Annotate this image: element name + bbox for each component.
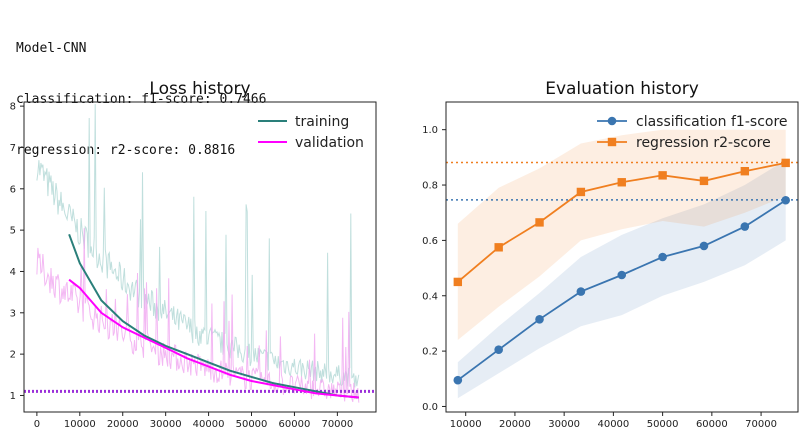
regression-r2-score-point — [617, 178, 626, 187]
validation_raw-line — [36, 228, 360, 403]
classification-f1-score-legend-label: classification f1-score — [636, 114, 788, 130]
regression-r2-score-point — [658, 171, 667, 180]
eval-x-tick-label: 50000 — [647, 419, 679, 430]
eval-x-tick-label: 10000 — [450, 419, 482, 430]
classification-f1-score-point — [453, 375, 463, 385]
classification-f1-score-point — [576, 287, 586, 296]
eval-x-tick-label: 30000 — [548, 419, 580, 430]
evaluation-history-chart: 10000 20000 30000 40000 50000 60000 70000 0.0 0.… — [422, 79, 799, 430]
regression-r2-score-legend-marker — [607, 137, 617, 147]
regression-r2-score-point — [781, 158, 790, 168]
loss-chart-title: Loss history — [149, 79, 250, 99]
eval-plot-area — [446, 129, 798, 399]
regression-score: regression: r2-score: 0.8816 — [16, 143, 236, 158]
classification-f1-score-point — [699, 241, 709, 251]
loss-y-tick-label: 8 — [10, 102, 16, 113]
regression-r2-score-point — [535, 218, 544, 227]
loss-x-tick-label: 50000 — [236, 419, 268, 430]
eval-chart-title: Evaluation history — [545, 79, 699, 99]
eval-x-tick-label: 70000 — [745, 419, 777, 430]
training-legend-label: training — [295, 114, 349, 130]
model-name: Model-CNN — [16, 41, 87, 56]
classification-f1-score-point — [781, 195, 790, 205]
loss-history-chart: 0 10000 20000 30000 40000 50000 60000 70000 1 2 3 4… — [10, 79, 377, 430]
loss-plot-area — [24, 104, 376, 403]
regression-r2-score-legend-label: regression r2-score — [636, 135, 771, 151]
eval-y-tick-label: 0.4 — [422, 291, 438, 302]
loss-x-tick-label: 30000 — [150, 419, 182, 430]
eval-axes-frame — [445, 101, 799, 413]
eval-y-tick-label: 1.0 — [422, 125, 438, 136]
classification-f1-score-point — [740, 222, 750, 231]
loss-x-tick-label: 60000 — [279, 419, 311, 430]
classification-f1-score-point — [658, 252, 667, 262]
classification-f1-score-point — [617, 270, 627, 280]
loss-y-tick-label: 2 — [10, 350, 16, 361]
eval-x-tick-label: 60000 — [696, 419, 728, 430]
regression-r2-score-point — [494, 243, 503, 252]
regression-r2-score-point — [699, 176, 709, 186]
loss-x-tick-label: 40000 — [193, 419, 225, 430]
results-header: Model-CNN classification: f1-score: 0.74… — [16, 6, 266, 176]
classification-f1-score-point — [494, 345, 503, 355]
classification-f1-score-legend-marker — [607, 116, 617, 126]
regression-r2-score-point — [576, 187, 586, 197]
classification-f1-score-point — [535, 314, 544, 324]
eval-x-tick-label: 40000 — [597, 419, 629, 430]
validation-series-line — [68, 278, 359, 399]
loss-x-tick-label: 10000 — [64, 419, 96, 430]
eval-y-tick-label: 0.8 — [422, 181, 438, 192]
eval-y-tick-label: 0.2 — [422, 347, 438, 358]
loss-y-tick-label: 7 — [10, 143, 16, 154]
classification-score: classification: f1-score: 0.7466 — [16, 92, 267, 107]
loss-y-tick-label: 5 — [10, 226, 16, 237]
eval-y-tick-label: 0.0 — [422, 402, 438, 413]
eval-x-tick-label: 20000 — [499, 419, 531, 430]
regression-r2-score-point — [740, 166, 750, 176]
loss-x-tick-label: 70000 — [321, 419, 353, 430]
training_raw-line — [36, 104, 360, 388]
loss-x-tick-label: 0 — [34, 419, 40, 430]
training-series-line — [68, 233, 359, 399]
validation-legend-label: validation — [295, 135, 364, 151]
loss-y-tick-label: 1 — [10, 391, 16, 402]
loss-x-tick-label: 20000 — [107, 419, 139, 430]
loss-axes-frame — [23, 101, 377, 413]
loss-y-tick-label: 4 — [10, 267, 16, 278]
loss-y-tick-label: 3 — [10, 308, 16, 319]
eval-y-tick-label: 0.6 — [422, 236, 438, 247]
loss-y-tick-label: 6 — [10, 184, 16, 195]
regression-r2-score-point — [453, 277, 463, 287]
